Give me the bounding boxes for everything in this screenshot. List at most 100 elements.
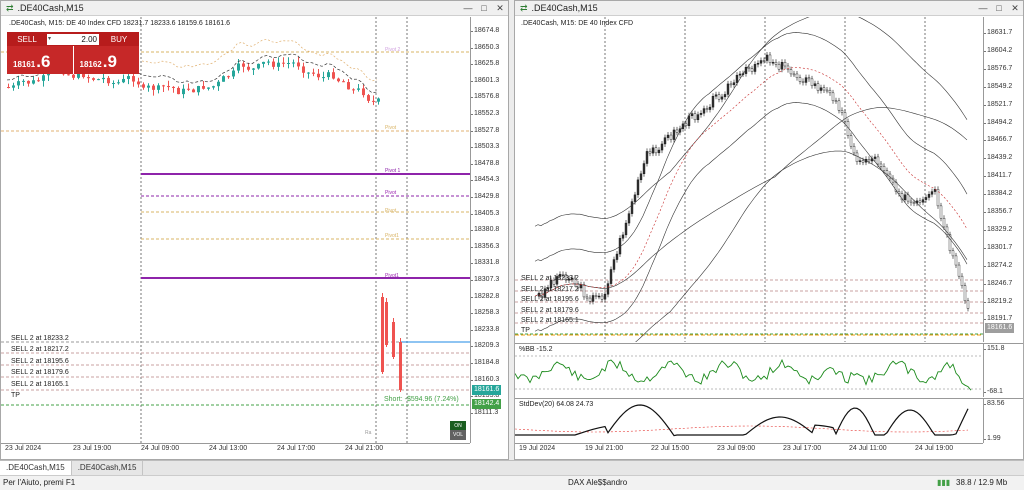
price-tick: 18246.7 xyxy=(984,279,1013,287)
candle-body xyxy=(792,73,796,76)
bb-indicator-panel[interactable]: %BB -15.2 xyxy=(515,343,983,397)
candle-body xyxy=(615,253,619,260)
candle-body xyxy=(708,106,712,110)
candle-body xyxy=(720,96,724,100)
maximize-icon[interactable]: □ xyxy=(481,2,487,13)
bid-price[interactable]: 18161.6 xyxy=(7,46,73,74)
candle-body xyxy=(945,226,949,235)
price-axis-right[interactable]: 18631.7 18604.2 18576.7 18549.2 18521.7 18494… xyxy=(983,17,1023,342)
time-tick: 23 Jul 09:00 xyxy=(717,445,756,452)
sell-button[interactable]: SELL xyxy=(17,34,37,44)
candle-body xyxy=(726,83,730,95)
candle-body xyxy=(7,87,10,88)
candle-body xyxy=(292,62,295,64)
stddev-tick-high: 83.56 xyxy=(984,400,1005,407)
sell-order-label[interactable]: SELL 2 at 18165.1 xyxy=(521,317,579,325)
maximize-icon[interactable]: □ xyxy=(996,2,1002,13)
candle-body xyxy=(642,163,646,175)
window-titlebar-right[interactable]: ⇄ .DE40Cash,M15 — □ ✕ xyxy=(515,1,1023,16)
candle-body xyxy=(816,83,820,91)
sell-order-label[interactable]: SELL 2 at 18179.6 xyxy=(11,369,69,377)
candle-body xyxy=(780,62,784,70)
price-tick: 18527.8 xyxy=(471,126,500,134)
candle-body xyxy=(732,82,736,85)
bid-prefix: 18161 xyxy=(13,60,36,69)
pivot-label: Pivot1 xyxy=(385,273,399,279)
sell-order-label[interactable]: SELL 2 at 18195.6 xyxy=(11,357,69,365)
candle-body xyxy=(322,77,325,79)
candle-body xyxy=(768,54,772,63)
buy-button[interactable]: BUY xyxy=(110,34,128,44)
candle-body xyxy=(127,76,130,79)
tab-chart-1[interactable]: .DE40Cash,M15 xyxy=(0,461,72,475)
price-plot-right[interactable]: .DE40Cash, M15: DE 40 Index CFD SELL 2 a… xyxy=(515,17,983,342)
candle-body xyxy=(377,98,380,102)
minimize-icon[interactable]: — xyxy=(978,2,988,13)
price-axis-left[interactable]: 18674.8 18650.3 18625.8 18601.3 18576.8 18552… xyxy=(470,17,508,443)
bb-percent-line xyxy=(515,358,972,391)
candle-body xyxy=(262,61,265,64)
bb-indicator-line xyxy=(515,355,983,391)
candle-body xyxy=(549,280,553,289)
bollinger-band-line xyxy=(635,150,968,342)
sell-order-label[interactable]: SELL 2 at 18233.2 xyxy=(521,275,579,282)
candle-body xyxy=(918,200,922,203)
candle-body xyxy=(858,160,862,162)
candle-body xyxy=(753,64,757,72)
candle-body xyxy=(287,62,290,64)
candle-body xyxy=(237,63,240,71)
candle-body xyxy=(227,76,230,78)
bb-axis[interactable]: 151.8 -68.1 xyxy=(983,343,1023,397)
close-icon[interactable]: ✕ xyxy=(496,2,504,13)
tp-label: TP xyxy=(11,392,20,399)
pivot-label: Pivot 1 xyxy=(385,168,401,174)
sell-order-label[interactable]: SELL 2 at 18217.2 xyxy=(11,346,69,354)
price-plot-left[interactable]: .DE40Cash, M15: DE 40 Index CFD 18231.7 … xyxy=(1,17,470,443)
current-price-tag: 18161.6 xyxy=(472,385,502,395)
sell-order-label[interactable]: SELL 2 at 18233.2 xyxy=(11,335,69,342)
candle-body xyxy=(102,77,105,80)
price-tick: 18274.2 xyxy=(984,261,1013,269)
candle-body xyxy=(909,200,913,203)
candle-body xyxy=(87,77,90,79)
candle-body xyxy=(690,113,694,116)
pivot-label: Pivot 2 xyxy=(385,47,401,53)
lot-size-input[interactable]: ▾ 2.00 xyxy=(47,33,99,45)
candle-body xyxy=(362,88,365,96)
price-tick: 18625.8 xyxy=(471,60,500,68)
candle-body xyxy=(385,302,388,345)
window-titlebar-left[interactable]: ⇄ .DE40Cash,M15 — □ ✕ xyxy=(1,1,508,16)
sell-order-label[interactable]: SELL 2 at 18195.6 xyxy=(521,296,579,304)
time-axis-left[interactable]: 23 Jul 2024 23 Jul 19:00 24 Jul 09:00 24 Ju… xyxy=(1,443,470,459)
candle-body xyxy=(651,147,655,154)
tab-chart-2[interactable]: .DE40Cash,M15 xyxy=(72,461,144,475)
close-icon[interactable]: ✕ xyxy=(1011,2,1019,13)
stddev-axis[interactable]: 83.56 1.99 xyxy=(983,398,1023,443)
stddev-indicator-panel[interactable]: StdDev(20) 64.08 24.73 xyxy=(515,398,983,443)
price-tick: 18160.3 xyxy=(471,375,500,383)
pivot-label: Pivot1 xyxy=(385,233,399,239)
candle-body xyxy=(312,72,315,74)
candle-body xyxy=(900,193,904,201)
time-tick: 19 Jul 2024 xyxy=(519,445,556,452)
bb-tick-high: 151.8 xyxy=(984,345,1005,352)
sell-order-label[interactable]: SELL 2 at 18217.2 xyxy=(521,285,579,293)
moving-average-line xyxy=(6,53,378,94)
candle-body xyxy=(242,63,245,67)
sell-order-label[interactable]: SELL 2 at 18179.6 xyxy=(521,306,579,314)
minimize-icon[interactable]: — xyxy=(463,2,473,13)
candle-body xyxy=(122,78,125,83)
candle-body xyxy=(861,160,865,163)
candle-body xyxy=(277,62,280,67)
candle-body xyxy=(783,62,787,67)
candle-body xyxy=(750,68,754,72)
ask-price[interactable]: 18162.9 xyxy=(72,46,140,74)
lot-stepper-icon[interactable]: ▾ xyxy=(48,35,52,42)
price-tick: 18282.8 xyxy=(471,292,500,300)
price-tick: 18380.8 xyxy=(471,226,500,234)
sell-order-label[interactable]: SELL 2 at 18165.1 xyxy=(11,380,69,388)
candle-body xyxy=(843,112,847,122)
candle-body xyxy=(813,83,817,86)
candle-body xyxy=(891,177,895,183)
time-axis-right[interactable]: 19 Jul 2024 19 Jul 21:00 22 Jul 15:00 23 Ju… xyxy=(515,443,983,459)
